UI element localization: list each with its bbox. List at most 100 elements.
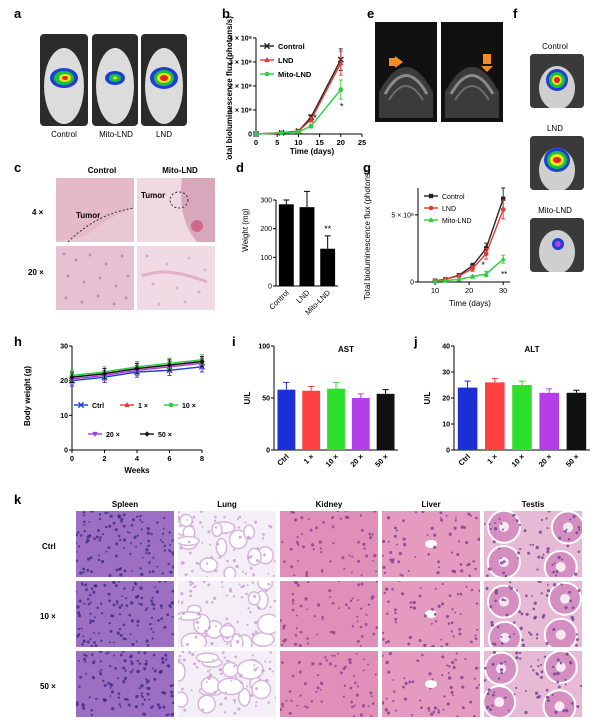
tissue-testis-ctrl	[484, 511, 582, 577]
legend-marker	[77, 401, 85, 409]
organ-col-testis: Testis	[521, 500, 545, 509]
y-tick-label: 50	[262, 396, 270, 403]
y-tick-label: 40	[442, 344, 450, 351]
y-tick-label: 0	[248, 132, 252, 139]
y-tick-label: 10	[442, 422, 450, 429]
tumor-label: Tumor	[141, 191, 165, 200]
organ-row-ctrl: Ctrl	[42, 542, 56, 551]
chart-g: Total bioluminescence flux (photons/s) 1…	[363, 170, 510, 308]
organ-col-kidney: Kidney	[315, 500, 343, 509]
tissue-lung-10x	[178, 581, 276, 647]
mouse-image-lnd	[141, 34, 187, 126]
panel-label-a: a	[14, 6, 22, 21]
chart-j-title: ALT	[525, 345, 540, 354]
bar	[327, 388, 345, 450]
x-tick-label: Ctrl	[275, 452, 291, 468]
data-point	[308, 116, 314, 122]
chart-h-xlabel: Weeks	[124, 466, 150, 475]
chart-b-xlabel: Time (days)	[290, 147, 335, 156]
mouse-image-control	[40, 34, 88, 126]
x-tick-label: 20 ×	[537, 452, 554, 469]
x-tick-label: 8	[200, 454, 204, 463]
brain-label-control: Control	[542, 42, 568, 51]
data-point	[432, 278, 438, 284]
x-tick-label: 50 ×	[564, 452, 581, 469]
x-tick-label: 20	[337, 138, 345, 147]
y-tick-label: 0	[446, 448, 450, 455]
mouse-label-control: Control	[51, 130, 77, 139]
legend-label: Control	[442, 194, 465, 201]
legend-marker	[264, 71, 270, 77]
tissue-kidney-10x	[280, 581, 378, 647]
chart-j: ALT U/L 0 10 20 30 40 Ctrl 1 × 10 × 20 × 50 ×	[423, 344, 590, 469]
histo-control-20x	[56, 246, 134, 310]
data-point	[296, 129, 301, 135]
y-tick-label: 2 × 10⁹	[229, 84, 252, 91]
chart-g-xlabel: Time (days)	[449, 299, 491, 308]
ultrasound-image-1	[375, 22, 437, 122]
y-tick-label: 4 × 10⁹	[229, 36, 252, 43]
arrow-icon	[481, 66, 493, 72]
panel-label-c: c	[14, 160, 22, 175]
y-tick-label: 100	[258, 344, 270, 351]
x-tick-label: 50 ×	[373, 452, 390, 469]
bar	[351, 398, 370, 450]
bar	[457, 387, 478, 450]
data-point	[338, 87, 344, 92]
histo-col-control: Control	[87, 166, 117, 175]
x-tick-label: Ctrl	[457, 452, 473, 468]
data-point	[500, 207, 506, 212]
bar	[320, 248, 336, 286]
organ-col-spleen: Spleen	[111, 500, 139, 509]
x-tick-label: LND	[294, 288, 311, 305]
x-tick-label: 20 ×	[348, 452, 365, 469]
legend-label: 20 ×	[106, 432, 120, 439]
legend-label: 10 ×	[182, 403, 196, 410]
x-tick-label: 2	[102, 454, 106, 463]
panel-label-k: k	[14, 492, 22, 507]
data-point	[456, 276, 462, 282]
legend-marker	[263, 42, 271, 50]
error-bar	[382, 389, 389, 394]
mouse-image-mito-lnd	[92, 34, 138, 126]
chart-j-ylabel: U/L	[423, 391, 432, 404]
x-tick-label: 15	[315, 138, 323, 147]
data-point	[279, 130, 284, 136]
chart-g-ylabel: Total bioluminescence flux (photons/s)	[363, 170, 372, 300]
x-tick-label: 1 ×	[485, 452, 499, 466]
mouse-label-mito-lnd: Mito-LND	[99, 130, 133, 139]
bar	[278, 204, 294, 286]
histo-control-4x: Tumor	[56, 178, 134, 242]
legend-label: Mito-LND	[278, 70, 312, 79]
tissue-lung-50x	[178, 651, 276, 717]
y-tick-label: 0	[410, 280, 414, 287]
error-bar	[308, 386, 315, 391]
y-tick-label: 0	[266, 448, 270, 455]
mouse-label-lnd: LND	[155, 130, 172, 139]
data-point	[101, 371, 108, 377]
y-tick-label: 30	[442, 370, 450, 377]
chart-h-ylabel: Body weight (g)	[23, 366, 32, 426]
x-tick-label: 10 ×	[324, 452, 341, 469]
legend-marker	[428, 205, 434, 211]
chart-b: Total bioluminescence flux (photons/s) 0…	[225, 16, 366, 160]
y-tick-label: 10	[60, 413, 68, 420]
bar	[302, 390, 321, 450]
histo-mito-lnd-20x	[137, 246, 215, 310]
histo-mito-lnd-4x: Tumor	[137, 178, 215, 242]
x-tick-label: 25	[358, 138, 366, 147]
y-tick-label: 100	[260, 255, 272, 262]
tissue-testis-50x	[484, 651, 582, 717]
brain-label-mito-lnd: Mito-LND	[538, 206, 572, 215]
x-tick-label: 30	[499, 286, 507, 295]
panel-label-e: e	[367, 6, 375, 21]
data-point	[456, 273, 462, 279]
legend-marker	[92, 431, 98, 438]
legend-marker	[428, 193, 434, 199]
series-line-2	[434, 258, 504, 283]
organ-col-liver: Liver	[421, 500, 441, 509]
data-point	[134, 365, 140, 372]
y-tick-label: 3 × 10⁹	[229, 60, 252, 67]
brain-image-mito-lnd	[530, 218, 584, 272]
